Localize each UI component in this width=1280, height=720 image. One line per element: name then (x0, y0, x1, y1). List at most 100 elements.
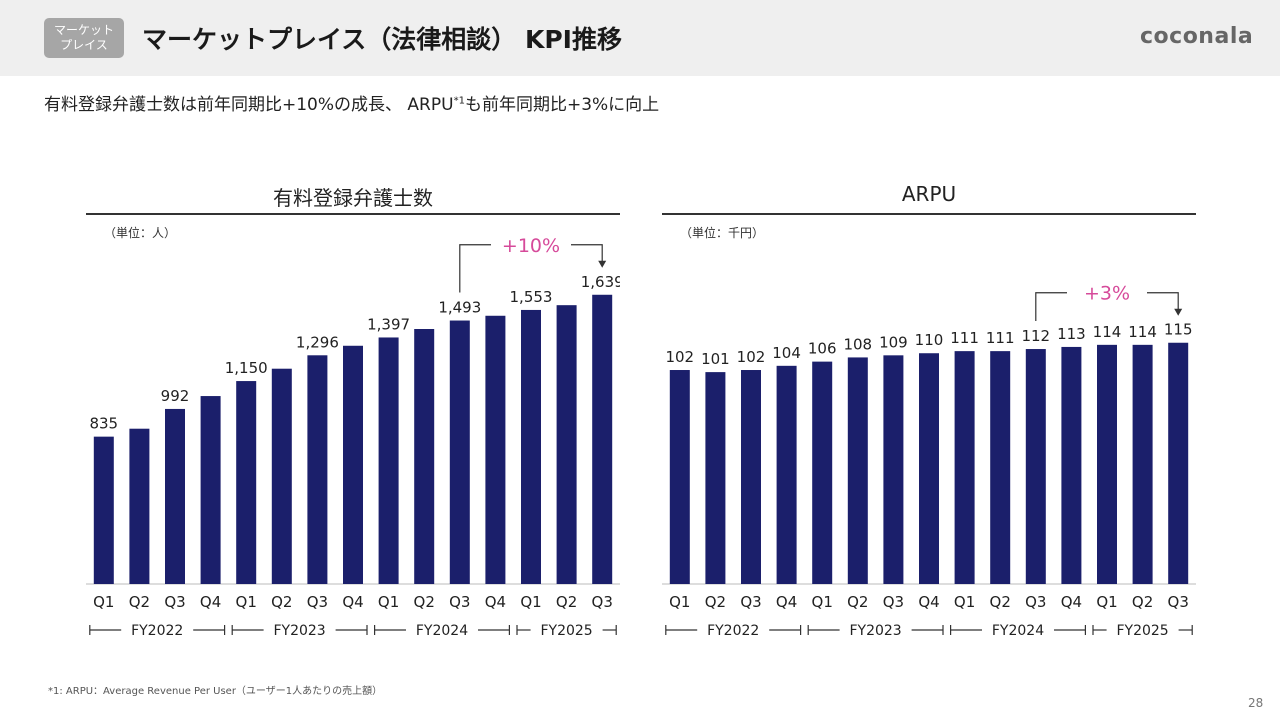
chart-title-rule (86, 213, 620, 215)
x-tick-label: Q3 (592, 593, 613, 611)
x-tick-label: Q1 (520, 593, 541, 611)
bar (200, 396, 221, 584)
arpu-bar-chart: 102 Q1 101 Q2 102 Q3 104 Q4 106 Q1 108 Q2 109 Q3 110 Q4… (662, 283, 1196, 639)
x-tick-label: Q1 (93, 593, 114, 611)
bar (1025, 349, 1046, 584)
page-number: 28 (1248, 696, 1264, 710)
data-label: 1,397 (367, 315, 410, 333)
growth-label: +10% (502, 235, 560, 257)
bar (1168, 342, 1189, 584)
data-label: 110 (915, 331, 944, 349)
bar (812, 361, 833, 584)
data-label: 1,150 (225, 359, 268, 377)
data-label: 1,296 (296, 333, 339, 351)
x-tick-label: Q4 (918, 593, 939, 611)
x-tick-label: Q3 (1168, 593, 1189, 611)
bar (449, 320, 470, 584)
lawyers-chart-panel: 有料登録弁護士数 （単位：人） 835 Q1 Q2 992 Q3 Q4 1,150 Q1 Q2 1… (86, 170, 620, 650)
bar (556, 305, 577, 584)
unit-label: （単位：千円） (680, 226, 765, 240)
bar (919, 353, 939, 584)
bar (776, 365, 797, 584)
fy-label: FY2022 (131, 623, 183, 639)
growth-bracket-line (1035, 292, 1067, 322)
chart-title: 有料登録弁護士数 (273, 186, 433, 210)
data-label: 111 (950, 329, 979, 347)
subtitle-footnote-ref: *1 (453, 95, 465, 107)
x-tick-label: Q4 (342, 593, 363, 611)
fy-label: FY2023 (273, 623, 325, 639)
bar (521, 309, 541, 584)
data-label: 1,639 (581, 273, 620, 291)
bar (741, 370, 761, 584)
bar (1061, 346, 1082, 584)
x-tick-label: Q1 (378, 593, 399, 611)
fy-label: FY2022 (707, 623, 759, 639)
growth-bracket-line (1147, 292, 1179, 311)
arpu-chart-panel: ARPU （単位：千円） 102 Q1 101 Q2 102 Q3 104 Q4 106 Q1 10… (662, 170, 1196, 650)
fy-label: FY2025 (540, 623, 592, 639)
page-subtitle: 有料登録弁護士数は前年同期比+10%の成長、 ARPU*1も前年同期比+3%に向… (44, 90, 659, 115)
bar (847, 357, 868, 584)
bar (990, 351, 1011, 584)
growth-bracket-line (571, 244, 603, 263)
data-label: 835 (89, 415, 118, 433)
data-label: 102 (665, 348, 694, 366)
bar (705, 372, 726, 584)
x-tick-label: Q2 (847, 593, 868, 611)
fy-label: FY2024 (416, 623, 468, 639)
x-tick-label: Q3 (449, 593, 470, 611)
unit-label: （単位：人） (104, 226, 177, 240)
growth-label: +3% (1084, 283, 1130, 305)
fy-label: FY2023 (849, 623, 901, 639)
data-label: 106 (808, 340, 837, 358)
bar (669, 370, 690, 584)
x-tick-label: Q1 (669, 593, 690, 611)
data-label: 109 (879, 333, 908, 351)
bar (1097, 344, 1117, 584)
data-label: 112 (1021, 327, 1050, 345)
x-tick-label: Q1 (1096, 593, 1117, 611)
x-tick-label: Q2 (271, 593, 292, 611)
data-label: 1,553 (510, 288, 553, 306)
bar (343, 345, 363, 584)
x-tick-label: Q2 (705, 593, 726, 611)
fy-label: FY2025 (1116, 623, 1168, 639)
x-tick-label: Q3 (740, 593, 761, 611)
footnote: *1: ARPU：Average Revenue Per User（ユーザー1人… (48, 686, 383, 697)
data-label: 115 (1164, 321, 1193, 339)
x-tick-label: Q1 (236, 593, 257, 611)
bar (954, 351, 975, 584)
bar (592, 294, 613, 584)
fy-label: FY2024 (992, 623, 1044, 639)
data-label: 114 (1128, 323, 1157, 341)
x-tick-label: Q4 (200, 593, 221, 611)
bar (129, 428, 150, 584)
bar (414, 329, 435, 584)
bar (165, 408, 185, 584)
section-badge: マーケット プレイス (44, 18, 124, 58)
bar (307, 355, 328, 584)
data-label: 104 (772, 344, 801, 362)
lawyers-bar-chart: 835 Q1 Q2 992 Q3 Q4 1,150 Q1 Q2 1,296 Q3 Q4 1,397 Q1 Q… (86, 235, 620, 639)
page-title: マーケットプレイス（法律相談） KPI推移 (142, 25, 622, 54)
chart-title: ARPU (901, 182, 957, 206)
growth-bracket-line (459, 244, 491, 293)
bar (236, 381, 257, 584)
x-tick-label: Q4 (1061, 593, 1082, 611)
data-label: 108 (843, 335, 872, 353)
data-label: 114 (1093, 323, 1122, 341)
brand-logo: coconala (1140, 24, 1254, 49)
subtitle-text-2: も前年同期比+3%に向上 (464, 95, 660, 115)
data-label: 992 (161, 387, 190, 405)
x-tick-label: Q3 (164, 593, 185, 611)
data-label: 102 (737, 348, 766, 366)
chart-title-rule (662, 213, 1196, 215)
x-tick-label: Q1 (954, 593, 975, 611)
x-tick-label: Q2 (414, 593, 435, 611)
bar (883, 355, 904, 584)
x-tick-label: Q1 (812, 593, 833, 611)
x-tick-label: Q3 (307, 593, 328, 611)
x-tick-label: Q2 (129, 593, 150, 611)
bar (271, 368, 292, 584)
